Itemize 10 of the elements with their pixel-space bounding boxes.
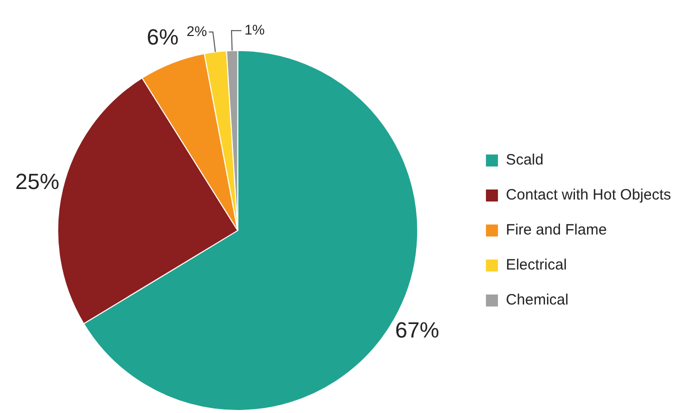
legend-label: Fire and Flame <box>506 222 607 239</box>
data-label: 2% <box>186 22 207 39</box>
legend-label: Electrical <box>506 256 567 274</box>
data-label: 6% <box>146 24 178 50</box>
data-label: 25% <box>15 168 60 194</box>
data-label: 1% <box>244 21 265 38</box>
legend-label: Chemical <box>506 292 568 309</box>
legend-label: Scald <box>506 152 544 169</box>
legend-label: Contact with Hot Objects <box>506 186 672 204</box>
data-label: 67% <box>395 318 440 343</box>
